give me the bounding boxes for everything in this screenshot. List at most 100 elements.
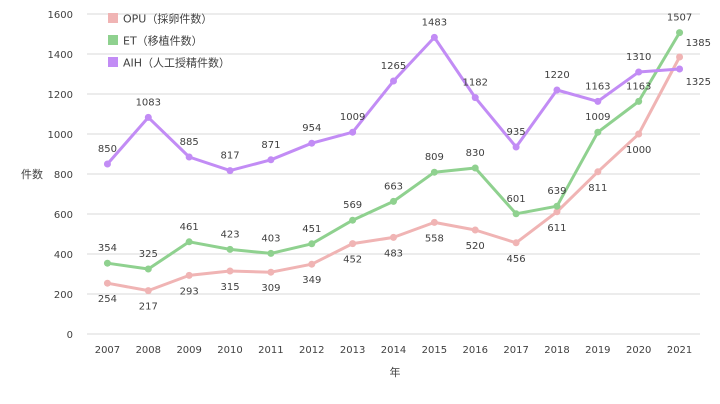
data-label: 830: [466, 148, 485, 159]
data-point: [430, 218, 438, 226]
data-label: 461: [180, 222, 199, 233]
data-point: [512, 239, 520, 247]
data-point: [512, 210, 520, 218]
y-tick-label: 600: [54, 210, 73, 221]
data-point: [635, 130, 643, 138]
x-tick-label: 2011: [258, 345, 283, 356]
x-tick-label: 2016: [463, 345, 488, 356]
data-label: 456: [507, 254, 526, 265]
data-label: 809: [425, 152, 444, 163]
x-tick-label: 2008: [136, 345, 161, 356]
data-point: [594, 168, 602, 176]
data-label: 309: [261, 283, 280, 294]
data-label: 483: [384, 248, 403, 259]
data-point: [471, 164, 479, 172]
x-tick-label: 2009: [176, 345, 201, 356]
data-point: [553, 208, 561, 216]
data-point: [103, 160, 111, 168]
data-point: [471, 94, 479, 102]
data-point: [144, 113, 152, 121]
data-point: [676, 65, 684, 73]
data-label: 663: [384, 181, 403, 192]
data-point: [103, 259, 111, 267]
legend-label: AIH（人工授精件数）: [123, 56, 230, 70]
data-point: [635, 97, 643, 105]
data-label: 569: [343, 200, 362, 211]
series-group: [103, 29, 684, 295]
data-point: [676, 29, 684, 37]
data-label: 871: [261, 140, 280, 151]
gridlines: [87, 13, 700, 335]
data-point: [267, 249, 275, 257]
data-label: 1163: [585, 81, 610, 92]
data-label: 601: [507, 194, 526, 205]
data-point: [594, 97, 602, 105]
data-point: [553, 202, 561, 210]
data-label: 1265: [381, 61, 406, 72]
data-label: 325: [139, 249, 158, 260]
data-label: 1310: [626, 52, 651, 63]
x-tick-label: 2012: [299, 345, 324, 356]
data-label: 452: [343, 255, 362, 266]
data-point: [430, 168, 438, 176]
data-label: 451: [302, 224, 321, 235]
x-tick-label: 2017: [503, 345, 528, 356]
data-labels: 254 217 293 315 309 349 452 483 558 520 456 611 811 1…: [98, 13, 711, 313]
data-label: 349: [302, 275, 321, 286]
data-label: 954: [302, 123, 321, 134]
data-label: 639: [547, 186, 566, 197]
data-point: [103, 279, 111, 287]
x-tick-label: 2020: [626, 345, 651, 356]
legend-swatch: [108, 13, 118, 23]
x-axis-ticks: 2007 2008 2009 2010 2011 2012 2013 2014 2015 2016…: [95, 345, 693, 356]
y-tick-label: 1600: [48, 10, 73, 21]
data-label: 1083: [136, 97, 161, 108]
data-point: [308, 139, 316, 147]
data-label: 293: [180, 286, 199, 297]
data-point: [144, 265, 152, 273]
data-point: [512, 143, 520, 151]
data-point: [185, 238, 193, 246]
data-point: [390, 197, 397, 205]
data-label: 1385: [686, 38, 711, 49]
data-point: [676, 53, 684, 61]
data-point: [308, 240, 316, 248]
legend-swatch: [108, 57, 118, 67]
data-point: [308, 260, 316, 268]
data-label: 1182: [463, 78, 488, 89]
data-point: [594, 128, 602, 136]
data-point: [390, 233, 397, 241]
x-tick-label: 2013: [340, 345, 365, 356]
x-tick-label: 2010: [217, 345, 242, 356]
data-point: [349, 128, 357, 136]
data-label: 217: [139, 302, 158, 313]
x-tick-label: 2015: [422, 345, 447, 356]
x-tick-label: 2019: [585, 345, 610, 356]
data-point: [226, 267, 234, 275]
data-label: 354: [98, 243, 117, 254]
data-point: [471, 226, 479, 234]
data-point: [185, 153, 193, 161]
data-label: 254: [98, 294, 117, 305]
y-tick-label: 0: [67, 330, 73, 341]
data-label: 935: [507, 127, 526, 138]
data-point: [349, 216, 357, 224]
data-point: [553, 86, 561, 94]
data-label: 885: [180, 137, 199, 148]
x-tick-label: 2021: [667, 345, 692, 356]
y-tick-label: 1200: [48, 90, 73, 101]
data-label: 1000: [626, 145, 651, 156]
data-point: [144, 287, 152, 295]
data-label: 811: [588, 183, 607, 194]
legend-label: OPU（採卵件数）: [123, 12, 212, 26]
data-label: 520: [466, 241, 485, 252]
y-tick-label: 1400: [48, 50, 73, 61]
data-label: 1009: [585, 112, 610, 123]
data-label: 423: [220, 229, 239, 240]
data-point: [390, 77, 397, 85]
data-label: 611: [547, 223, 566, 234]
data-label: 1507: [667, 13, 692, 24]
data-point: [635, 68, 643, 76]
y-tick-label: 200: [54, 290, 73, 301]
